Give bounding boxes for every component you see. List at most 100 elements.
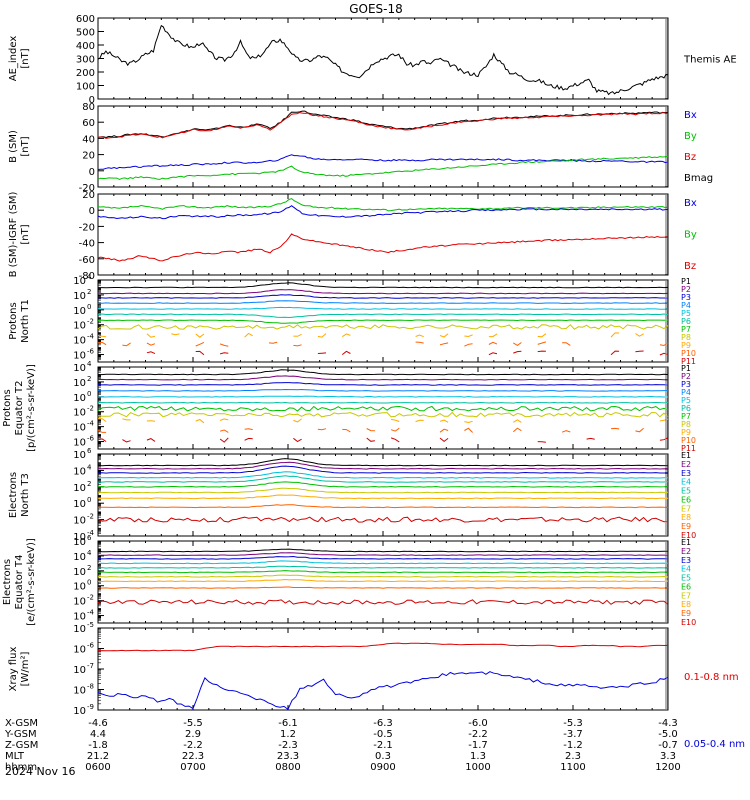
y-tick-exponent: 0 [87, 579, 91, 587]
channel-line-p9 [488, 333, 498, 338]
legend-e6: E6 [681, 582, 691, 591]
x-axis-cell: 2.9 [185, 729, 201, 740]
channel-line-p9 [146, 333, 156, 338]
x-axis-cell: -4.6 [88, 718, 108, 729]
x-axis-cell: -6.0 [468, 718, 488, 729]
x-axis-cell: -6.1 [278, 718, 298, 729]
legend-p2: P2 [681, 285, 691, 294]
y-axis-label: B (SM) [8, 130, 19, 163]
channel-line-e2 [97, 552, 669, 557]
y-axis-label: [e/(cm²-s-sr-keV)] [26, 538, 37, 626]
channel-line-p9 [293, 418, 302, 423]
y-tick-exponent: 4 [87, 273, 92, 281]
legend-xray-0: 0.1-0.8 nm [684, 672, 739, 683]
channel-line-p9 [244, 332, 253, 338]
y-tick-exponent: -2 [87, 594, 94, 602]
channel-line-p10 [97, 429, 107, 433]
y-tick-exponent: 0 [87, 303, 91, 311]
y-axis-label: Protons [2, 389, 13, 426]
channel-line-p10 [561, 430, 571, 433]
channel-line-p10 [513, 342, 522, 347]
channel-line-p10 [342, 428, 351, 433]
x-axis-cell: -2.3 [278, 740, 298, 751]
channel-line-p11 [146, 438, 156, 442]
y-tick-exponent: 2 [87, 480, 91, 488]
channel-line-p11 [439, 437, 449, 443]
legend-p4: P4 [681, 301, 691, 310]
y-tick-label: 400 [76, 41, 95, 52]
y-tick-label: 10 [73, 686, 86, 697]
legend-p5: P5 [681, 396, 691, 405]
legend-e8: E8 [681, 600, 691, 609]
channel-line-p11 [219, 437, 229, 443]
y-tick-label: 10 [73, 532, 86, 543]
y-tick-label: 10 [73, 612, 86, 623]
y-tick-label: -40 [79, 239, 95, 250]
legend-e1: E1 [681, 538, 691, 547]
figure-title: GOES-18 [349, 2, 403, 16]
channel-line-p7 [97, 319, 669, 324]
series-line-by [97, 198, 669, 212]
legend-p3: P3 [681, 293, 691, 302]
series-line-themis-ae [97, 24, 669, 96]
channel-line-e1 [97, 548, 668, 553]
y-tick-label: 10 [73, 567, 86, 578]
y-axis-label: [nT] [20, 136, 31, 156]
channel-line-p10 [97, 341, 107, 346]
legend-e9: E9 [681, 609, 691, 618]
x-axis-cell: 22.3 [182, 751, 204, 762]
x-axis-cell: -6.3 [373, 718, 393, 729]
legend-p7: P7 [681, 412, 691, 421]
channel-line-p11 [390, 437, 400, 443]
channel-line-p11 [244, 437, 253, 441]
legend-e3: E3 [681, 556, 691, 565]
channel-line-p9 [146, 420, 156, 422]
channel-line-e3 [97, 465, 668, 474]
panel-frame [97, 627, 669, 711]
legend-p1: P1 [681, 364, 691, 373]
channel-line-p9 [171, 333, 180, 336]
y-tick-exponent: -5 [87, 621, 94, 629]
y-tick-exponent: -4 [87, 609, 95, 617]
panel-frame [97, 279, 669, 363]
series-line-bmag [97, 110, 669, 139]
legend-p1: P1 [681, 277, 691, 286]
channel-line-p11 [586, 437, 595, 440]
y-axis-label: Equator T4 [14, 555, 25, 610]
y-tick-label: 600 [76, 14, 95, 25]
channel-line-p10 [219, 343, 229, 347]
legend-p6: P6 [681, 317, 691, 326]
series-line-xray [97, 671, 669, 711]
channel-line-p9 [439, 419, 449, 423]
y-tick-label: 500 [76, 28, 95, 39]
channel-line-p9 [219, 418, 229, 421]
channel-line-p10 [512, 427, 522, 433]
y-tick-label: 0 [89, 206, 95, 217]
y-tick-label: 10 [73, 645, 86, 656]
channel-line-p11 [537, 441, 546, 443]
x-axis-cell: -1.8 [88, 740, 108, 751]
channel-line-p11 [635, 350, 644, 353]
y-axis-label: B (SM)-IGRF (SM) [8, 192, 19, 278]
y-axis-label: Electrons [2, 559, 13, 605]
y-tick-label: 10 [73, 624, 86, 635]
y-tick-label: 10 [73, 408, 86, 419]
channel-line-p9 [195, 333, 205, 338]
channel-line-p10 [415, 341, 424, 344]
channel-line-p10 [439, 428, 449, 433]
x-axis-cell: -3.7 [563, 729, 583, 740]
legend-p11: P11 [681, 444, 696, 453]
channel-line-p6 [97, 313, 669, 319]
x-axis-cell: 1.2 [280, 729, 296, 740]
channel-line-p8 [97, 324, 669, 330]
channel-line-p4 [97, 388, 668, 392]
panel-frame [97, 193, 669, 276]
channel-line-p3 [97, 294, 669, 299]
y-tick-label: 10 [73, 306, 86, 317]
x-axis-cell: -1.7 [468, 740, 488, 751]
y-axis-label: North T1 [20, 299, 31, 343]
y-tick-label: 10 [73, 351, 86, 362]
channel-line-e3 [98, 555, 669, 560]
